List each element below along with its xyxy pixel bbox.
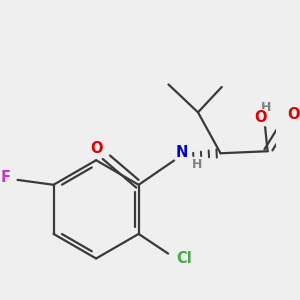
Text: O: O xyxy=(254,110,266,125)
Text: O: O xyxy=(90,141,102,156)
Text: Cl: Cl xyxy=(176,251,192,266)
Text: H: H xyxy=(192,158,202,171)
Text: N: N xyxy=(176,145,188,160)
Text: H: H xyxy=(261,100,272,113)
Text: O: O xyxy=(288,107,300,122)
Text: F: F xyxy=(1,170,11,185)
